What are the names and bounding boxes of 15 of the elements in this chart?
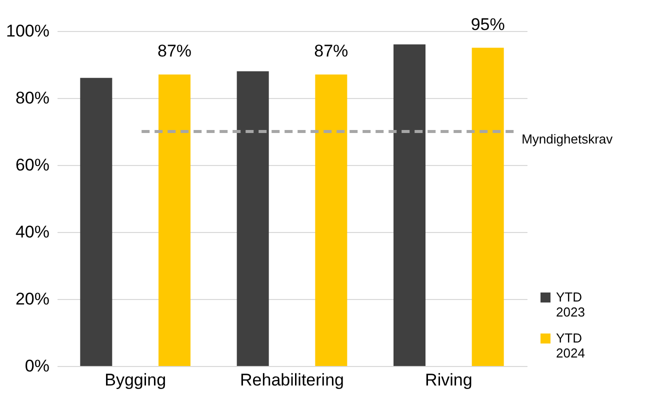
y-tick-label: 60% xyxy=(15,156,50,174)
data-label: 87% xyxy=(157,42,192,61)
y-tick-label: 20% xyxy=(15,290,50,308)
x-tick-label: Bygging xyxy=(104,370,166,390)
legend-label: YTD 2024 xyxy=(556,330,585,360)
legend-label: YTD 2023 xyxy=(556,290,585,320)
x-tick-label: Rehabilitering xyxy=(240,370,344,390)
y-tick-label: 100% xyxy=(6,22,50,40)
y-tick-label: 80% xyxy=(15,88,50,108)
data-label: 95% xyxy=(470,14,505,34)
data-label: 87% xyxy=(314,42,348,61)
x-tick-label: Riving xyxy=(425,370,472,390)
y-tick-label: 0% xyxy=(24,356,50,376)
y-tick-label: 40% xyxy=(15,222,50,242)
ref-line-label: Myndighetskrav xyxy=(522,132,614,146)
